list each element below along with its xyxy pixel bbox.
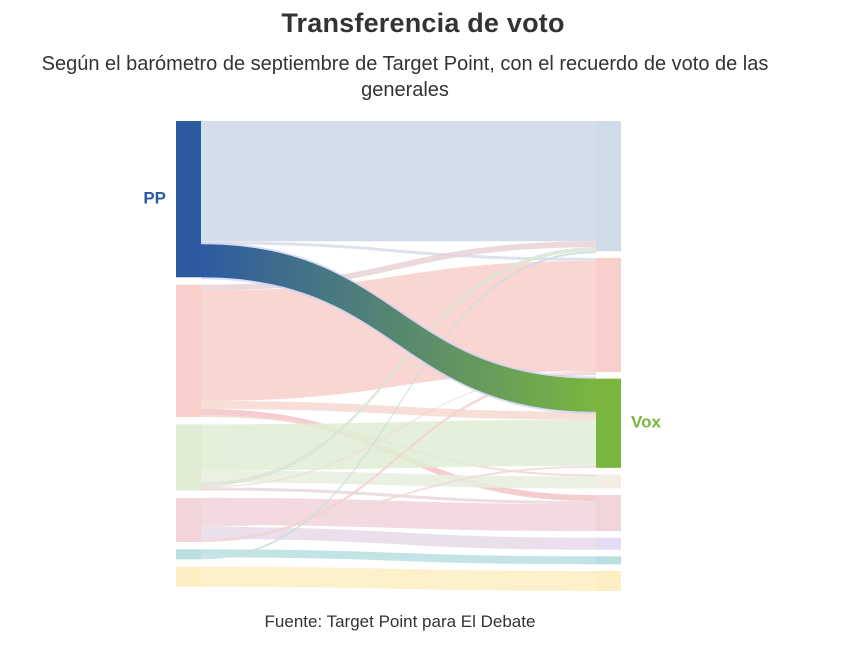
flow-L5-R7 (201, 566, 596, 591)
flow-L2-R2 (201, 419, 596, 471)
node-R5[interactable] (596, 537, 621, 550)
chart-subtitle: Según el barómetro de septiembre de Targ… (41, 53, 769, 101)
node-R0[interactable] (596, 121, 621, 252)
flow-L0-R0 (201, 121, 596, 242)
flow-L2-R1 (201, 371, 596, 488)
node-label-pp: PP (143, 189, 166, 208)
flow-L1-R2 (201, 400, 596, 420)
node-R4[interactable] (596, 495, 621, 532)
flow-L3-R1 (201, 372, 596, 542)
flow-L2-R0 (201, 247, 596, 487)
node-R2[interactable] (596, 378, 621, 468)
node-L5[interactable] (176, 566, 201, 587)
flow-L3-R2 (201, 465, 596, 527)
node-R7[interactable] (596, 570, 621, 591)
node-L0[interactable] (176, 121, 201, 278)
node-L2[interactable] (176, 424, 201, 491)
flow-L0-R1 (201, 241, 596, 261)
chart-source: Fuente: Target Point para El Debate (264, 612, 536, 631)
node-R6[interactable] (596, 556, 621, 565)
node-L3[interactable] (176, 497, 201, 542)
chart-title: Transferencia de voto (281, 8, 565, 38)
node-R1[interactable] (596, 257, 621, 373)
node-L1[interactable] (176, 284, 201, 417)
flow-L4-R0 (201, 251, 596, 560)
nodes-layer (176, 121, 621, 591)
node-R3[interactable] (596, 474, 621, 489)
node-L4[interactable] (176, 549, 201, 560)
node-label-vox: Vox (631, 413, 661, 432)
flow-L4-R6 (201, 549, 596, 565)
flow-L1-R0 (201, 241, 596, 291)
labels-layer: PP Vox (143, 189, 661, 432)
flows-layer (201, 121, 596, 591)
flow-L3-R5 (201, 526, 596, 550)
highlight-flow-L0-R2[interactable] (201, 244, 596, 412)
